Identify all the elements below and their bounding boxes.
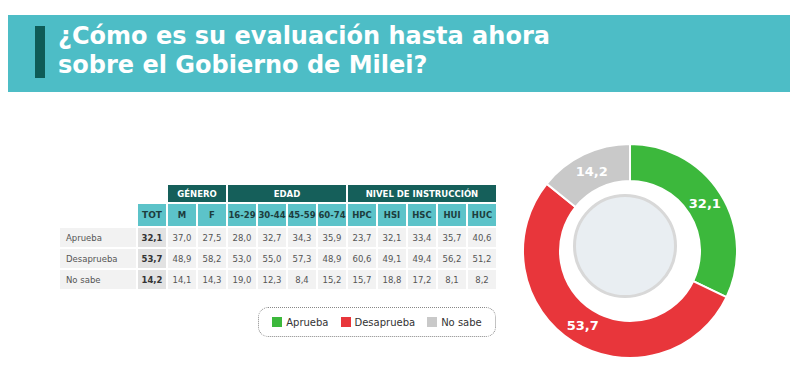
html-text:18,8: 18,8: [382, 274, 402, 285]
html-text:Desaprueba: Desaprueba: [354, 316, 416, 328]
html-text:23,7: 23,7: [352, 232, 372, 243]
html-text:34,3: 34,3: [292, 232, 312, 243]
html-text:15,7: 15,7: [352, 274, 372, 285]
html-text:14,3: 14,3: [202, 274, 222, 285]
html-text:17,2: 17,2: [412, 274, 432, 285]
html-text:49,1: 49,1: [382, 253, 402, 264]
html-text:40,6: 40,6: [472, 232, 492, 243]
html-text:8,4: 8,4: [295, 274, 309, 285]
html-text:TOT: TOT: [142, 210, 162, 220]
html-text:28,0: 28,0: [232, 232, 252, 243]
html-text:19,0: 19,0: [232, 274, 252, 285]
html-text:Aprueba: Aprueba: [66, 232, 102, 243]
html-text:16-29 30-44 45-59 60-74: 16-29 30-44 45-59 60-74: [228, 210, 346, 220]
html-text:53,0: 53,0: [232, 253, 252, 264]
html-text:15,2: 15,2: [322, 274, 342, 285]
html-text:GÉNERO: GÉNERO: [177, 188, 217, 199]
html-text:HPC: HPC: [352, 210, 372, 220]
html-text:53,7: 53,7: [141, 253, 163, 264]
html-text:8,1: 8,1: [445, 274, 459, 285]
html-text:60,6: 60,6: [352, 253, 372, 264]
html-text:Aprueba: Aprueba: [286, 316, 329, 328]
html-text:27,5: 27,5: [202, 232, 222, 243]
html-text:35,9: 35,9: [322, 232, 342, 243]
html-text:37,0: 37,0: [172, 232, 192, 243]
html-text:No sabe: No sabe: [441, 316, 482, 328]
html-text:35,7: 35,7: [442, 232, 462, 243]
svg-text:32,1: 32,1: [689, 196, 721, 211]
svg-text:14,2: 14,2: [576, 164, 608, 179]
html-text:No sabe: No sabe: [66, 274, 101, 285]
html-text:48,9: 48,9: [322, 253, 342, 264]
html-text:12,3: 12,3: [262, 274, 282, 285]
html-text:51,2: 51,2: [472, 253, 492, 264]
html-text:56,2: 56,2: [442, 253, 462, 264]
html-text:55,0: 55,0: [262, 253, 282, 264]
html-text:EDAD: EDAD: [273, 188, 301, 199]
html-text:57,3: 57,3: [292, 253, 312, 264]
html-text:33,4: 33,4: [412, 232, 432, 243]
html-text:14,1: 14,1: [172, 274, 192, 285]
html-text:HSI: HSI: [383, 210, 401, 220]
html-text:8,2: 8,2: [475, 274, 489, 285]
html-text:HUI: HUI: [443, 210, 461, 220]
html-text:sobre el Gobierno de Milei?: sobre el Gobierno de Milei?: [58, 51, 428, 79]
html-text:NIVEL DE INSTRUCCIÓN: NIVEL DE INSTRUCCIÓN: [365, 188, 479, 199]
html-text:32,1: 32,1: [141, 232, 163, 243]
html-text:14,2: 14,2: [141, 274, 163, 285]
html-text:¿Cómo es su evaluación hasta a: ¿Cómo es su evaluación hasta ahora: [58, 22, 550, 50]
svg-text:53,7: 53,7: [567, 318, 599, 333]
html-text:58,2: 58,2: [202, 253, 222, 264]
html-text:32,1: 32,1: [382, 232, 402, 243]
html-text:Desaprueba: Desaprueba: [66, 253, 118, 264]
html-text:32,7: 32,7: [262, 232, 282, 243]
html-text:M: M: [177, 210, 187, 220]
html-text:49,4: 49,4: [412, 253, 432, 264]
html-text:48,9: 48,9: [172, 253, 192, 264]
html-text:F: F: [209, 210, 215, 220]
html-text:HUC: HUC: [471, 210, 493, 220]
html-text:HSC: HSC: [412, 210, 432, 220]
